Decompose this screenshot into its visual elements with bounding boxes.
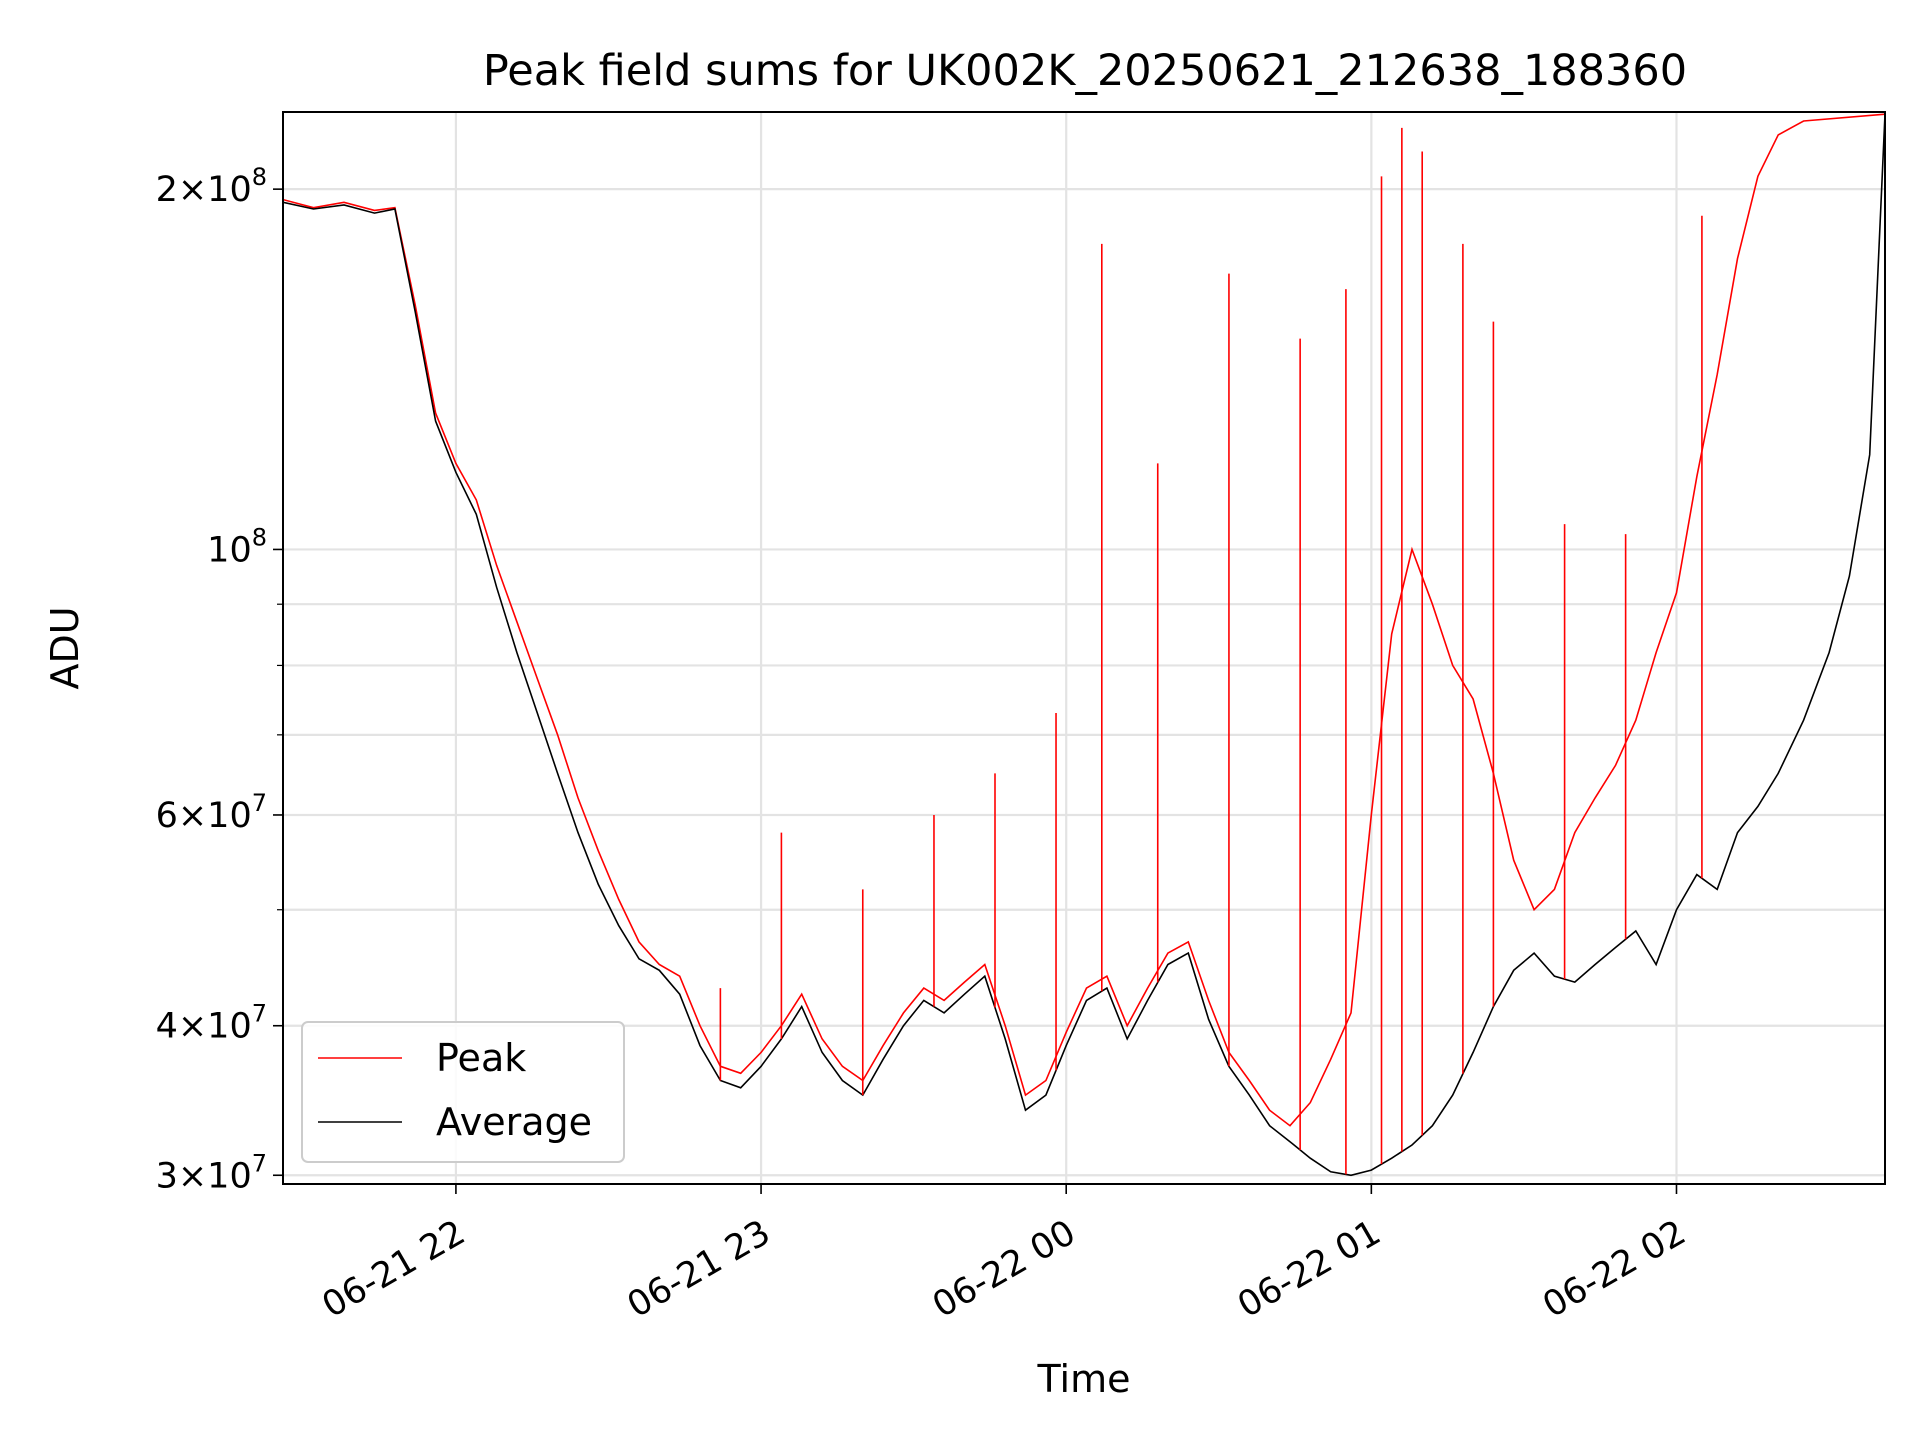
y-axis-ticks: 3×107 4×107 6×107 108 2×108	[156, 163, 283, 1196]
y-tick-label: 3×107	[156, 1149, 267, 1196]
x-axis-ticks: 06-21 22 06-21 23 06-22 00 06-22 01 06-22 02	[316, 1184, 1693, 1326]
chart-title: Peak field sums for UK002K_20250621_2126…	[483, 46, 1687, 96]
x-tick-label: 06-22 00	[926, 1213, 1082, 1326]
y-tick-label: 2×108	[156, 163, 267, 210]
series-layer	[283, 113, 1885, 1177]
x-axis-label: Time	[1037, 1357, 1131, 1401]
y-tick-label: 6×107	[156, 789, 267, 836]
x-tick-label: 06-21 22	[316, 1213, 472, 1326]
y-axis-label: ADU	[43, 606, 87, 689]
legend-label-peak: Peak	[436, 1036, 526, 1080]
x-tick-label: 06-21 23	[621, 1213, 777, 1326]
y-tick-label: 108	[207, 523, 267, 570]
legend-label-average: Average	[436, 1100, 592, 1144]
x-tick-label: 06-22 02	[1536, 1213, 1692, 1326]
legend: Peak Average	[301, 1021, 625, 1163]
series-line-peak	[283, 113, 1885, 1127]
y-tick-label: 4×107	[156, 1000, 267, 1047]
x-tick-label: 06-22 01	[1231, 1213, 1387, 1326]
plot-area	[282, 111, 1886, 1185]
grid	[283, 112, 1885, 1184]
series-line-average	[283, 114, 1885, 1177]
legend-box	[301, 1021, 625, 1163]
